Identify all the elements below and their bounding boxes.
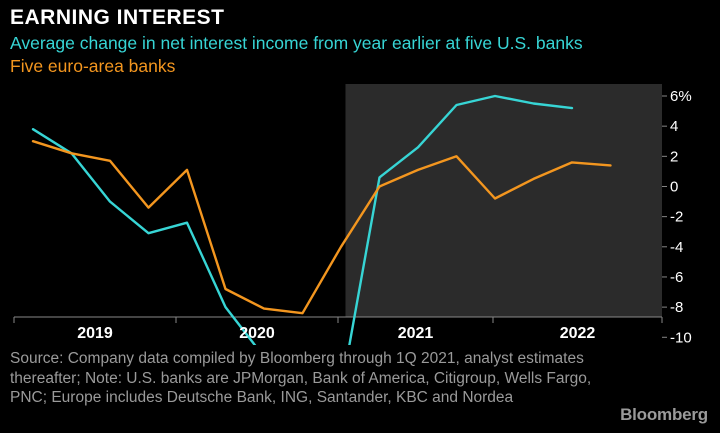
y-tick-label: 6% [670,88,692,105]
x-year-label: 2021 [398,325,434,342]
y-tick-label: 4 [670,118,678,135]
x-year-label: 2022 [560,325,596,342]
euro-banks-line [31,139,612,315]
y-tick-label: -6 [670,269,683,286]
y-tick-label: -4 [670,239,683,256]
source-note: Source: Company data compiled by Bloombe… [10,350,592,406]
y-tick-label: -2 [670,209,683,226]
y-tick-label: 0 [670,178,678,195]
subtitle-us-banks: Average change in net interest income fr… [10,33,583,53]
estimates-shading [345,84,662,317]
x-year-label: 2020 [239,325,275,342]
subtitle-euro-banks: Five euro-area banks [10,56,176,76]
y-tick-label: -10 [670,329,692,345]
chart-title: EARNING INTEREST [10,6,225,29]
y-tick-label: 2 [670,148,678,165]
y-tick-label: -8 [670,299,683,316]
bloomberg-logo: Bloomberg [620,405,708,424]
us-banks-line [31,94,574,345]
x-year-label: 2019 [77,325,113,342]
